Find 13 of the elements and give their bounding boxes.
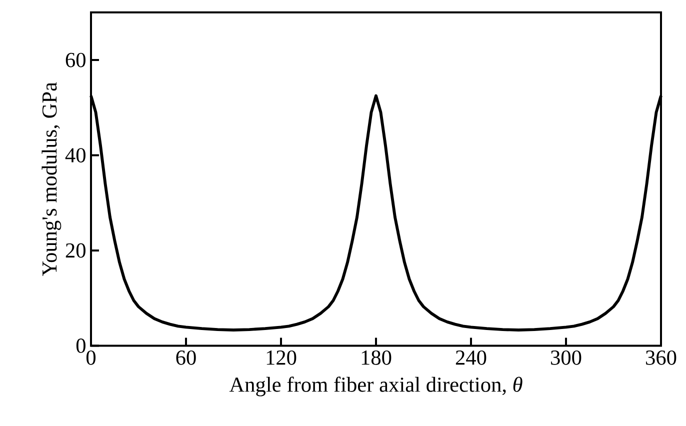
y-tick-label: 0: [76, 338, 86, 353]
x-axis-title: Angle from fiber axial direction, θ: [229, 376, 522, 396]
x-tick-label: 120: [266, 350, 296, 365]
y-tick-label: 40: [65, 148, 86, 162]
y-tick-label: 60: [66, 52, 86, 68]
y-tick-label: 20: [66, 243, 86, 258]
x-tick-label: 180: [362, 350, 392, 365]
x-tick-label: 0: [86, 350, 96, 365]
x-tick-label: 240: [456, 350, 486, 365]
x-tick-label: 60: [176, 350, 196, 365]
x-tick-label: 300: [551, 350, 582, 365]
x-tick-label: 360: [646, 350, 676, 365]
y-axis-title: Young's modulus, GPa: [42, 82, 62, 276]
